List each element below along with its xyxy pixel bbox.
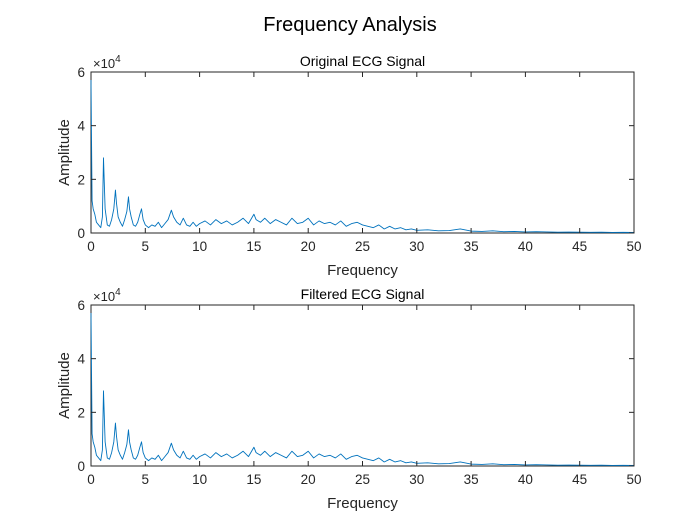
subplot-2: 0 5 10 15 20 25 30 35 40 45 50 0 2 4 6 ×104 Filtered ECG…	[56, 286, 642, 512]
y-exponent-label: ×104	[93, 54, 121, 71]
x-tick-label: 40	[518, 472, 533, 487]
axes-title: Original ECG Signal	[300, 53, 425, 69]
y-tick-label: 4	[77, 119, 85, 134]
series-line	[90, 80, 635, 233]
x-tick-label: 45	[572, 239, 587, 254]
x-tick-label: 5	[142, 239, 150, 254]
y-axis-label: Amplitude	[56, 119, 73, 186]
x-tick-label: 35	[464, 472, 479, 487]
x-tick-label: 30	[409, 239, 424, 254]
x-tick-label: 20	[301, 239, 316, 254]
figure-title: Frequency Analysis	[263, 14, 436, 36]
x-axis-label: Frequency	[327, 495, 398, 512]
x-tick-label: 20	[301, 472, 316, 487]
x-tick-label: 0	[87, 472, 95, 487]
y-tick-label: 2	[77, 405, 85, 420]
x-tick-label: 30	[409, 472, 424, 487]
axes-title: Filtered ECG Signal	[301, 286, 425, 302]
x-axis-label: Frequency	[327, 262, 398, 279]
y-tick-label: 0	[77, 459, 85, 474]
x-tick-label: 35	[464, 239, 479, 254]
y-tick-label: 0	[77, 226, 85, 241]
x-tick-label: 15	[246, 239, 261, 254]
y-tick-label: 2	[77, 172, 85, 187]
plot-area	[90, 71, 635, 234]
x-tick-label: 45	[572, 472, 587, 487]
x-tick-label: 0	[87, 239, 95, 254]
y-tick-label: 6	[77, 298, 85, 313]
x-tick-label: 25	[355, 472, 370, 487]
x-tick-label: 40	[518, 239, 533, 254]
x-tick-label: 50	[626, 239, 641, 254]
subplot-1: 0 5 10 15 20 25 30 35 40 45 50 0 2 4 6 ×104 Original ECG…	[56, 53, 642, 279]
y-tick-label: 4	[77, 352, 85, 367]
x-tick-label: 25	[355, 239, 370, 254]
y-tick-label: 6	[77, 65, 85, 80]
x-tick-label: 5	[142, 472, 150, 487]
plot-area	[90, 304, 635, 467]
x-tick-label: 50	[626, 472, 641, 487]
x-tick-label: 10	[192, 472, 207, 487]
series-line	[90, 313, 635, 466]
x-tick-label: 15	[246, 472, 261, 487]
y-exponent-label: ×104	[93, 287, 121, 304]
y-axis-label: Amplitude	[56, 352, 73, 419]
x-tick-label: 10	[192, 239, 207, 254]
